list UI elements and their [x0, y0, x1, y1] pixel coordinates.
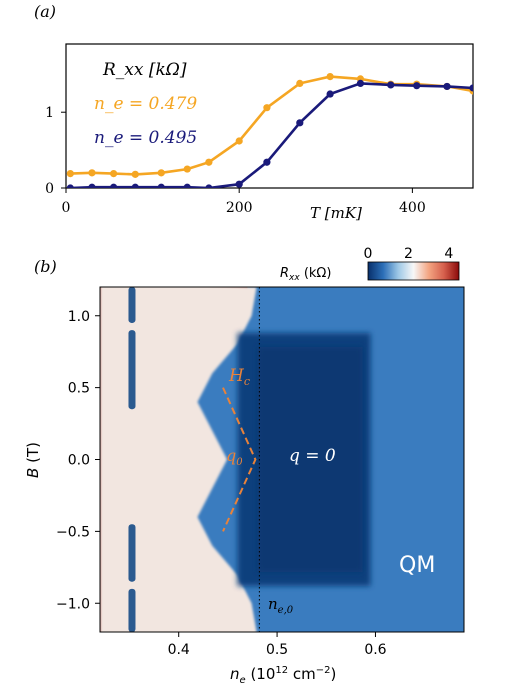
- panel-a-legend: R_xx [kΩ] n_e = 0.479 n_e = 0.495: [94, 60, 197, 148]
- series-2-point: [296, 119, 304, 127]
- panel-a-label: (a): [34, 2, 56, 21]
- panel-a-y-ticks: 01: [45, 105, 66, 197]
- series-2-point: [235, 180, 243, 188]
- heatmap-blue-streaks: [128, 287, 136, 632]
- heatmap-transition-halo: [100, 287, 257, 632]
- blue-streak: [128, 588, 136, 632]
- x-tick-label: 0.4: [168, 642, 190, 658]
- hc-dashed-boundary: [222, 387, 257, 532]
- heatmap-low-resistance-core: [257, 347, 363, 572]
- hc-label-main: H: [228, 366, 245, 386]
- series-1-point: [205, 158, 213, 166]
- colorbar-tick-label: 4: [444, 246, 453, 262]
- series-1-point: [263, 104, 271, 112]
- colorbar-ticks: 0 2 4: [364, 246, 454, 262]
- panel-b-y-ticks: 1.0 0.5 0.0 −0.5 −1.0: [56, 309, 100, 612]
- legend-series-2: n_e = 0.495: [94, 128, 197, 148]
- x-tick-label: 0.6: [364, 642, 386, 658]
- series-2-point: [469, 84, 473, 92]
- q0-label: q0: [226, 446, 243, 468]
- blue-streak: [128, 524, 136, 582]
- q-equals-zero-label: q = 0: [289, 446, 336, 466]
- series-2-point: [326, 90, 334, 98]
- panel-b-annotations: Hc q0 q = 0 QM ne,0: [222, 366, 435, 616]
- panel-b-ylabel: B (T): [24, 442, 42, 478]
- series-2-point: [413, 82, 421, 90]
- y-tick-label: 0.5: [68, 381, 90, 397]
- y-tick-label: 1.0: [68, 309, 90, 325]
- blue-streak: [128, 287, 136, 323]
- ne0-label-main: n: [268, 595, 278, 613]
- panel-a-axes: 0 200 400 01 T [mK]: [45, 43, 474, 222]
- colorbar-bar: [367, 261, 460, 281]
- series-1-point: [235, 137, 243, 145]
- series-2-point: [183, 183, 191, 188]
- qm-label: QM: [399, 553, 435, 578]
- panel-b-label: (b): [34, 257, 57, 276]
- series-1-point: [110, 170, 118, 178]
- colorbar-tick-label: 0: [364, 246, 373, 262]
- blue-streak: [128, 330, 136, 410]
- series-1-line: [70, 75, 473, 176]
- series-2-point: [443, 82, 451, 91]
- series-1-point: [296, 79, 304, 88]
- legend-title: R_xx [kΩ]: [102, 60, 187, 80]
- panel-a-x-ticks: 0 200 400: [62, 188, 426, 216]
- colorbar-tick-label: 2: [404, 246, 413, 262]
- legend-series-1: n_e = 0.479: [94, 94, 197, 114]
- x-tick-label: 0.5: [266, 642, 288, 658]
- series-2-point: [66, 184, 74, 188]
- q0-label-sub: 0: [236, 457, 243, 468]
- x-tick-label: 0: [62, 200, 71, 216]
- ne0-label: ne,0: [268, 595, 294, 616]
- heatmap: [100, 287, 464, 632]
- panel-b-x-ticks: 0.4 0.5 0.6: [168, 632, 387, 658]
- y-tick-label: 1: [45, 105, 54, 121]
- panel-b-xlabel: ne (1012 cm−2): [230, 665, 336, 686]
- colorbar: 0 2 4 Rxx (kΩ): [280, 246, 460, 283]
- hc-label: Hc: [228, 366, 250, 388]
- panel-a-series: [66, 72, 473, 188]
- series-2-line: [70, 82, 473, 188]
- panel-a-xlabel: T [mK]: [310, 204, 362, 222]
- series-1-point: [66, 170, 74, 178]
- ne0-label-sub: e,0: [278, 605, 294, 616]
- series-1-point: [183, 165, 191, 173]
- series-2-point: [157, 183, 165, 188]
- panel-a-frame: [65, 43, 474, 189]
- y-tick-label: 0.0: [68, 453, 90, 469]
- x-tick-label: 400: [399, 200, 426, 216]
- y-tick-label: 0: [45, 181, 54, 197]
- series-2-point: [88, 183, 96, 188]
- series-1-point: [157, 169, 165, 177]
- q0-label-main: q: [226, 446, 236, 465]
- x-tick-label: 200: [226, 200, 253, 216]
- series-1-point: [88, 169, 96, 177]
- series-2-point: [205, 184, 213, 188]
- colorbar-label: Rxx (kΩ): [280, 266, 331, 283]
- y-tick-label: −1.0: [56, 596, 90, 612]
- series-1-point: [326, 72, 334, 81]
- hc-label-sub: c: [244, 375, 250, 388]
- series-2-point: [263, 158, 271, 166]
- panel-a-xlabel-text: T [mK]: [310, 204, 362, 222]
- series-2-point: [131, 183, 139, 188]
- series-2-point: [387, 81, 395, 89]
- series-1-point: [131, 170, 139, 178]
- series-2-point: [110, 183, 118, 188]
- series-2-point: [356, 79, 365, 88]
- y-tick-label: −0.5: [56, 524, 90, 540]
